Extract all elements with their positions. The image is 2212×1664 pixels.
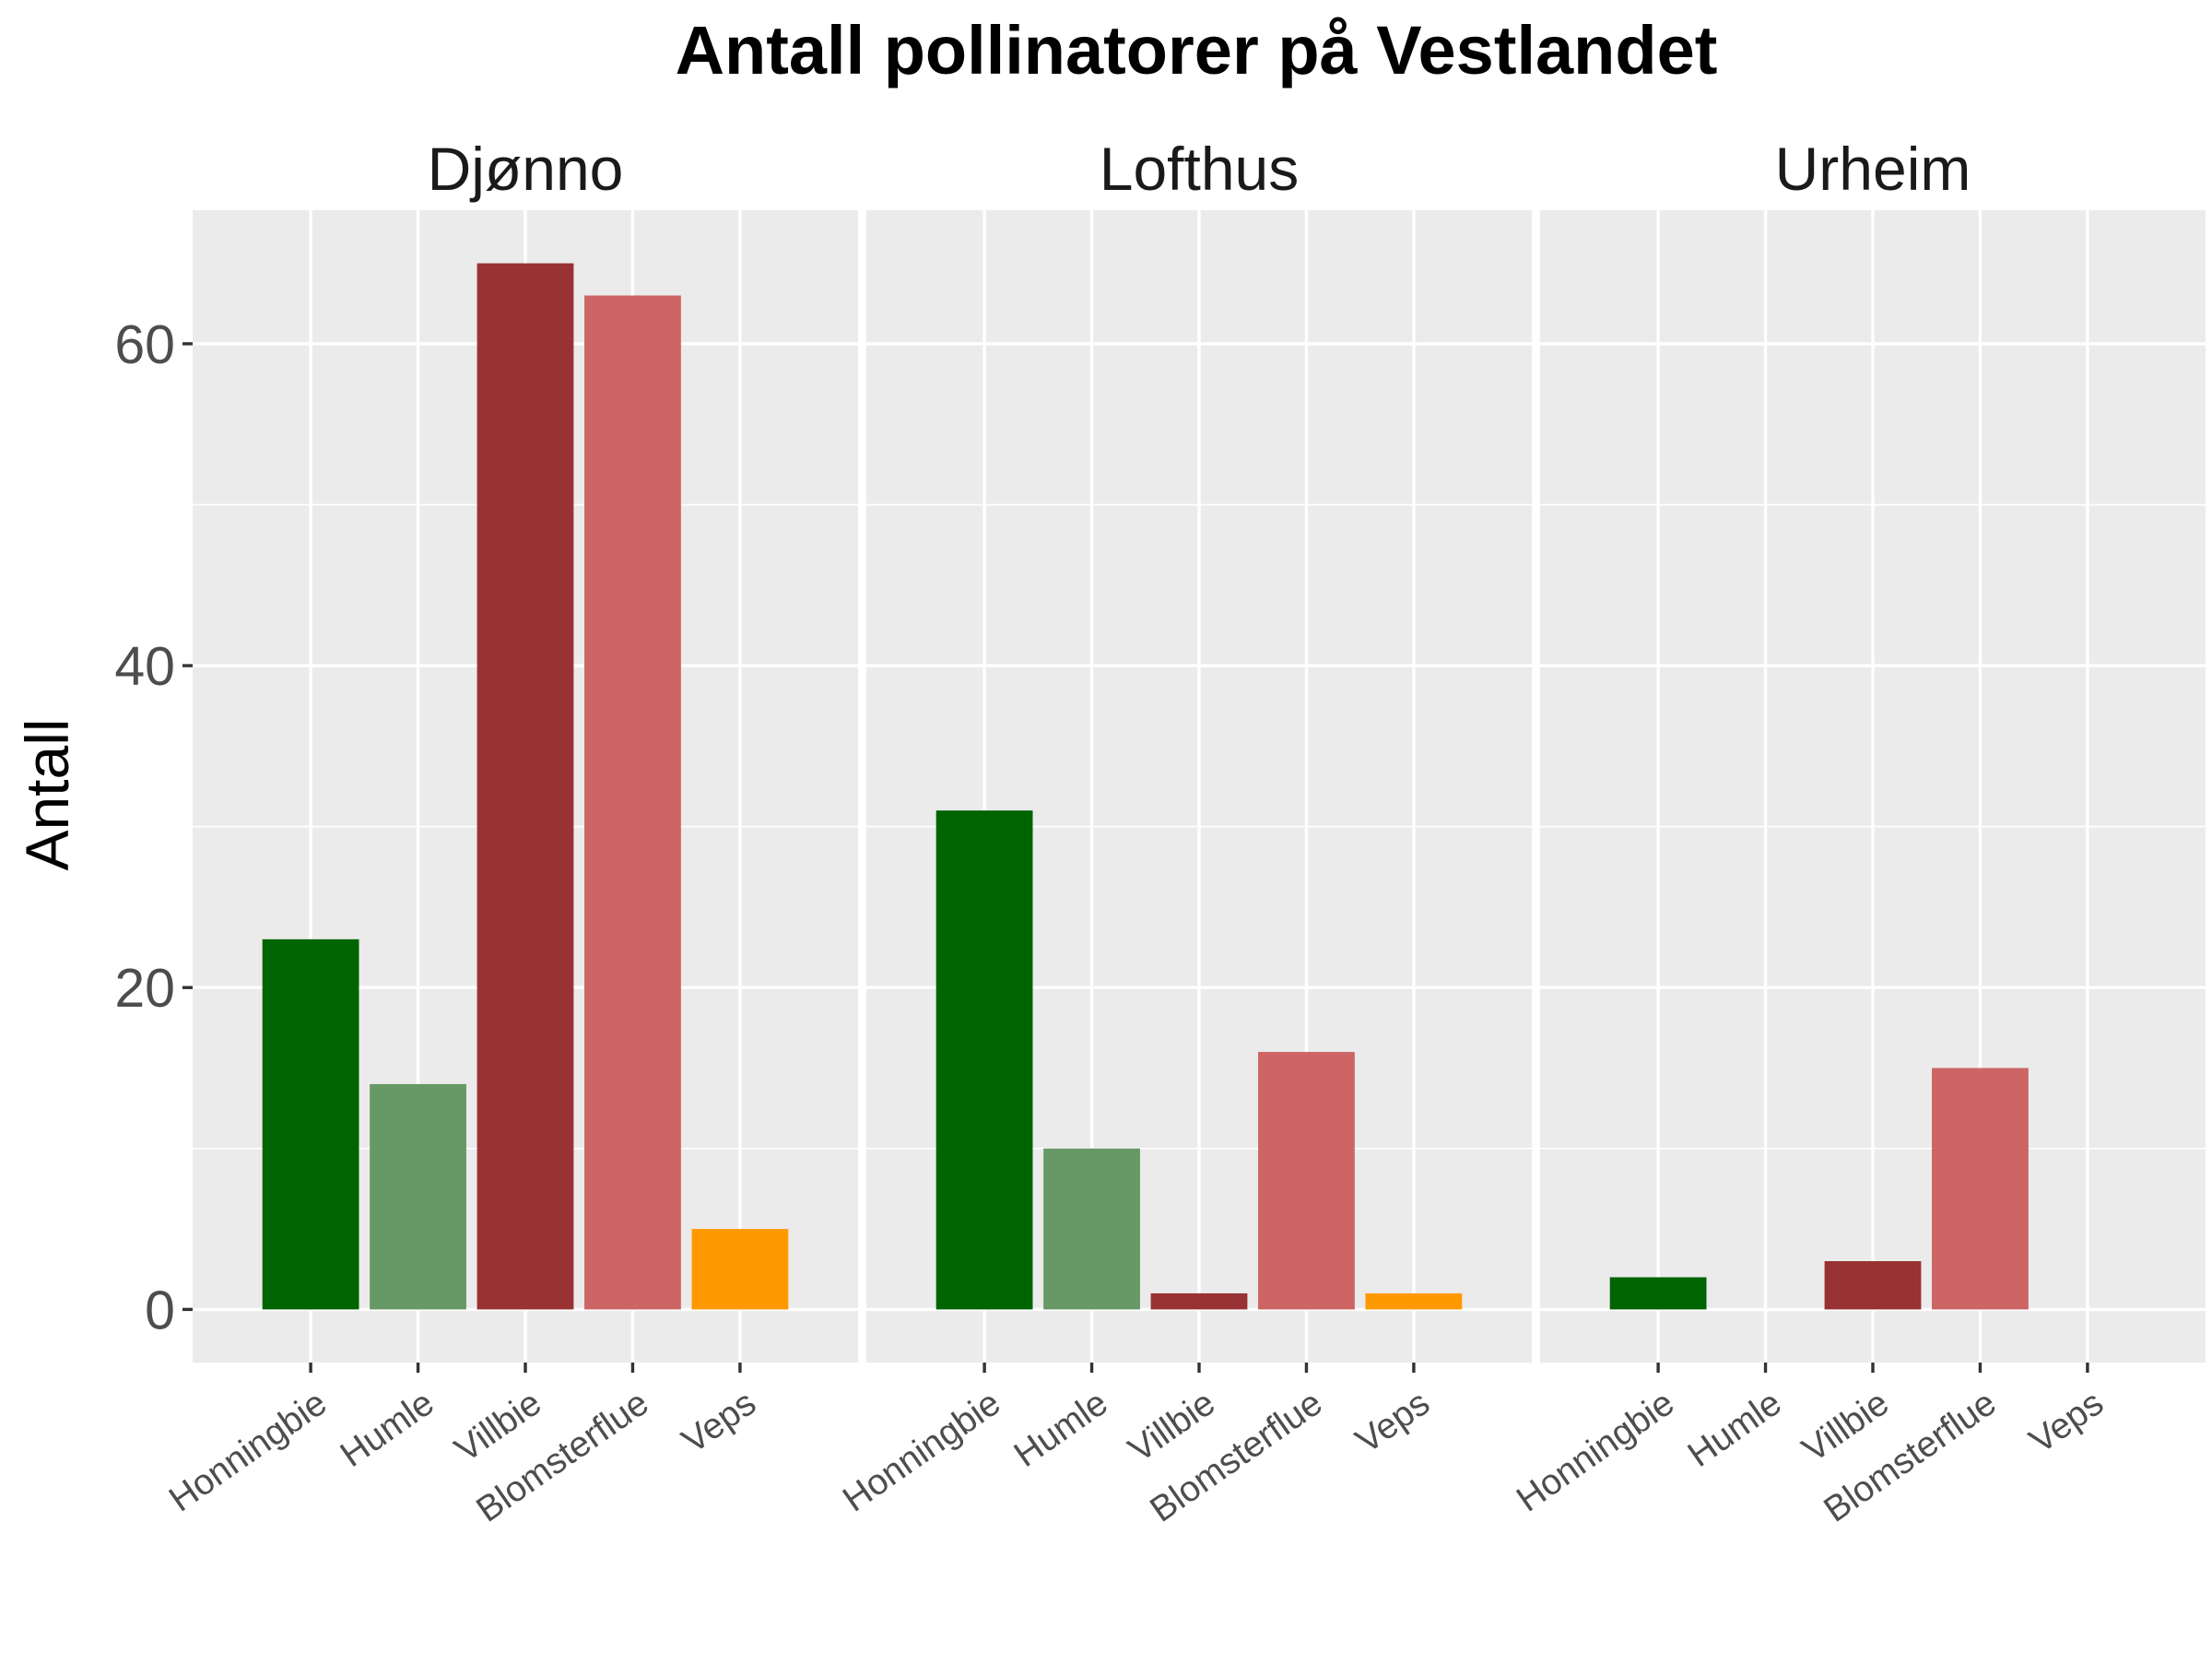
y-axis-ticks: 0 20 40 60: [114, 314, 193, 1340]
bar-lofthus-blomsterflue: [1258, 1052, 1355, 1310]
facet-strip-label: Urheim: [1775, 135, 1971, 203]
x-tick-label: Veps: [675, 1383, 763, 1461]
bar-urheim-honningbie: [1609, 1277, 1707, 1310]
facet-strip-label: Djønno: [428, 135, 624, 203]
y-tick-label: 60: [114, 314, 175, 375]
y-tick-label: 0: [145, 1280, 175, 1340]
bar-djønno-veps: [691, 1229, 789, 1310]
x-tick-label: Humle: [334, 1383, 441, 1475]
y-tick-label: 20: [114, 958, 175, 1019]
bar-lofthus-veps: [1365, 1292, 1463, 1310]
facet-strip-label: Lofthus: [1100, 135, 1300, 203]
bar-urheim-blomsterflue: [1932, 1068, 2029, 1310]
x-tick-label: Honningbie: [162, 1383, 334, 1519]
x-tick-label: Honningbie: [1510, 1383, 1681, 1519]
x-tick-label: Veps: [2022, 1383, 2111, 1461]
bar-djønno-honningbie: [262, 938, 359, 1310]
bar-lofthus-humle: [1043, 1148, 1140, 1310]
bar-djønno-blomsterflue: [584, 295, 681, 1310]
bar-lofthus-villbie: [1150, 1292, 1248, 1310]
bar-lofthus-honningbie: [935, 810, 1033, 1310]
bar-djønno-humle: [370, 1083, 466, 1310]
bar-djønno-villbie: [477, 263, 574, 1310]
y-axis-label: Antall: [13, 718, 81, 870]
y-tick-label: 40: [114, 636, 175, 697]
x-tick-label: Humle: [1681, 1383, 1789, 1475]
x-tick-label: Humle: [1007, 1383, 1115, 1475]
x-tick-label: Honningbie: [836, 1383, 1007, 1519]
x-tick-label: Veps: [1348, 1383, 1437, 1461]
bar-urheim-villbie: [1824, 1261, 1922, 1310]
chart-title: Antall pollinatorer på Vestlandet: [676, 12, 1718, 89]
